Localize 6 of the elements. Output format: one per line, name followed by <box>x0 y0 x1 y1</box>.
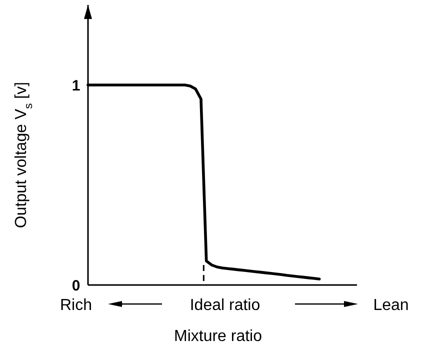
y-tick-label: 1 <box>72 77 80 94</box>
y-tick-label: 0 <box>72 277 80 294</box>
text: Rich <box>60 297 92 314</box>
text: Ideal ratio <box>190 297 260 314</box>
text: Lean <box>373 297 409 314</box>
x-axis-title: Mixture ratio <box>174 328 262 345</box>
